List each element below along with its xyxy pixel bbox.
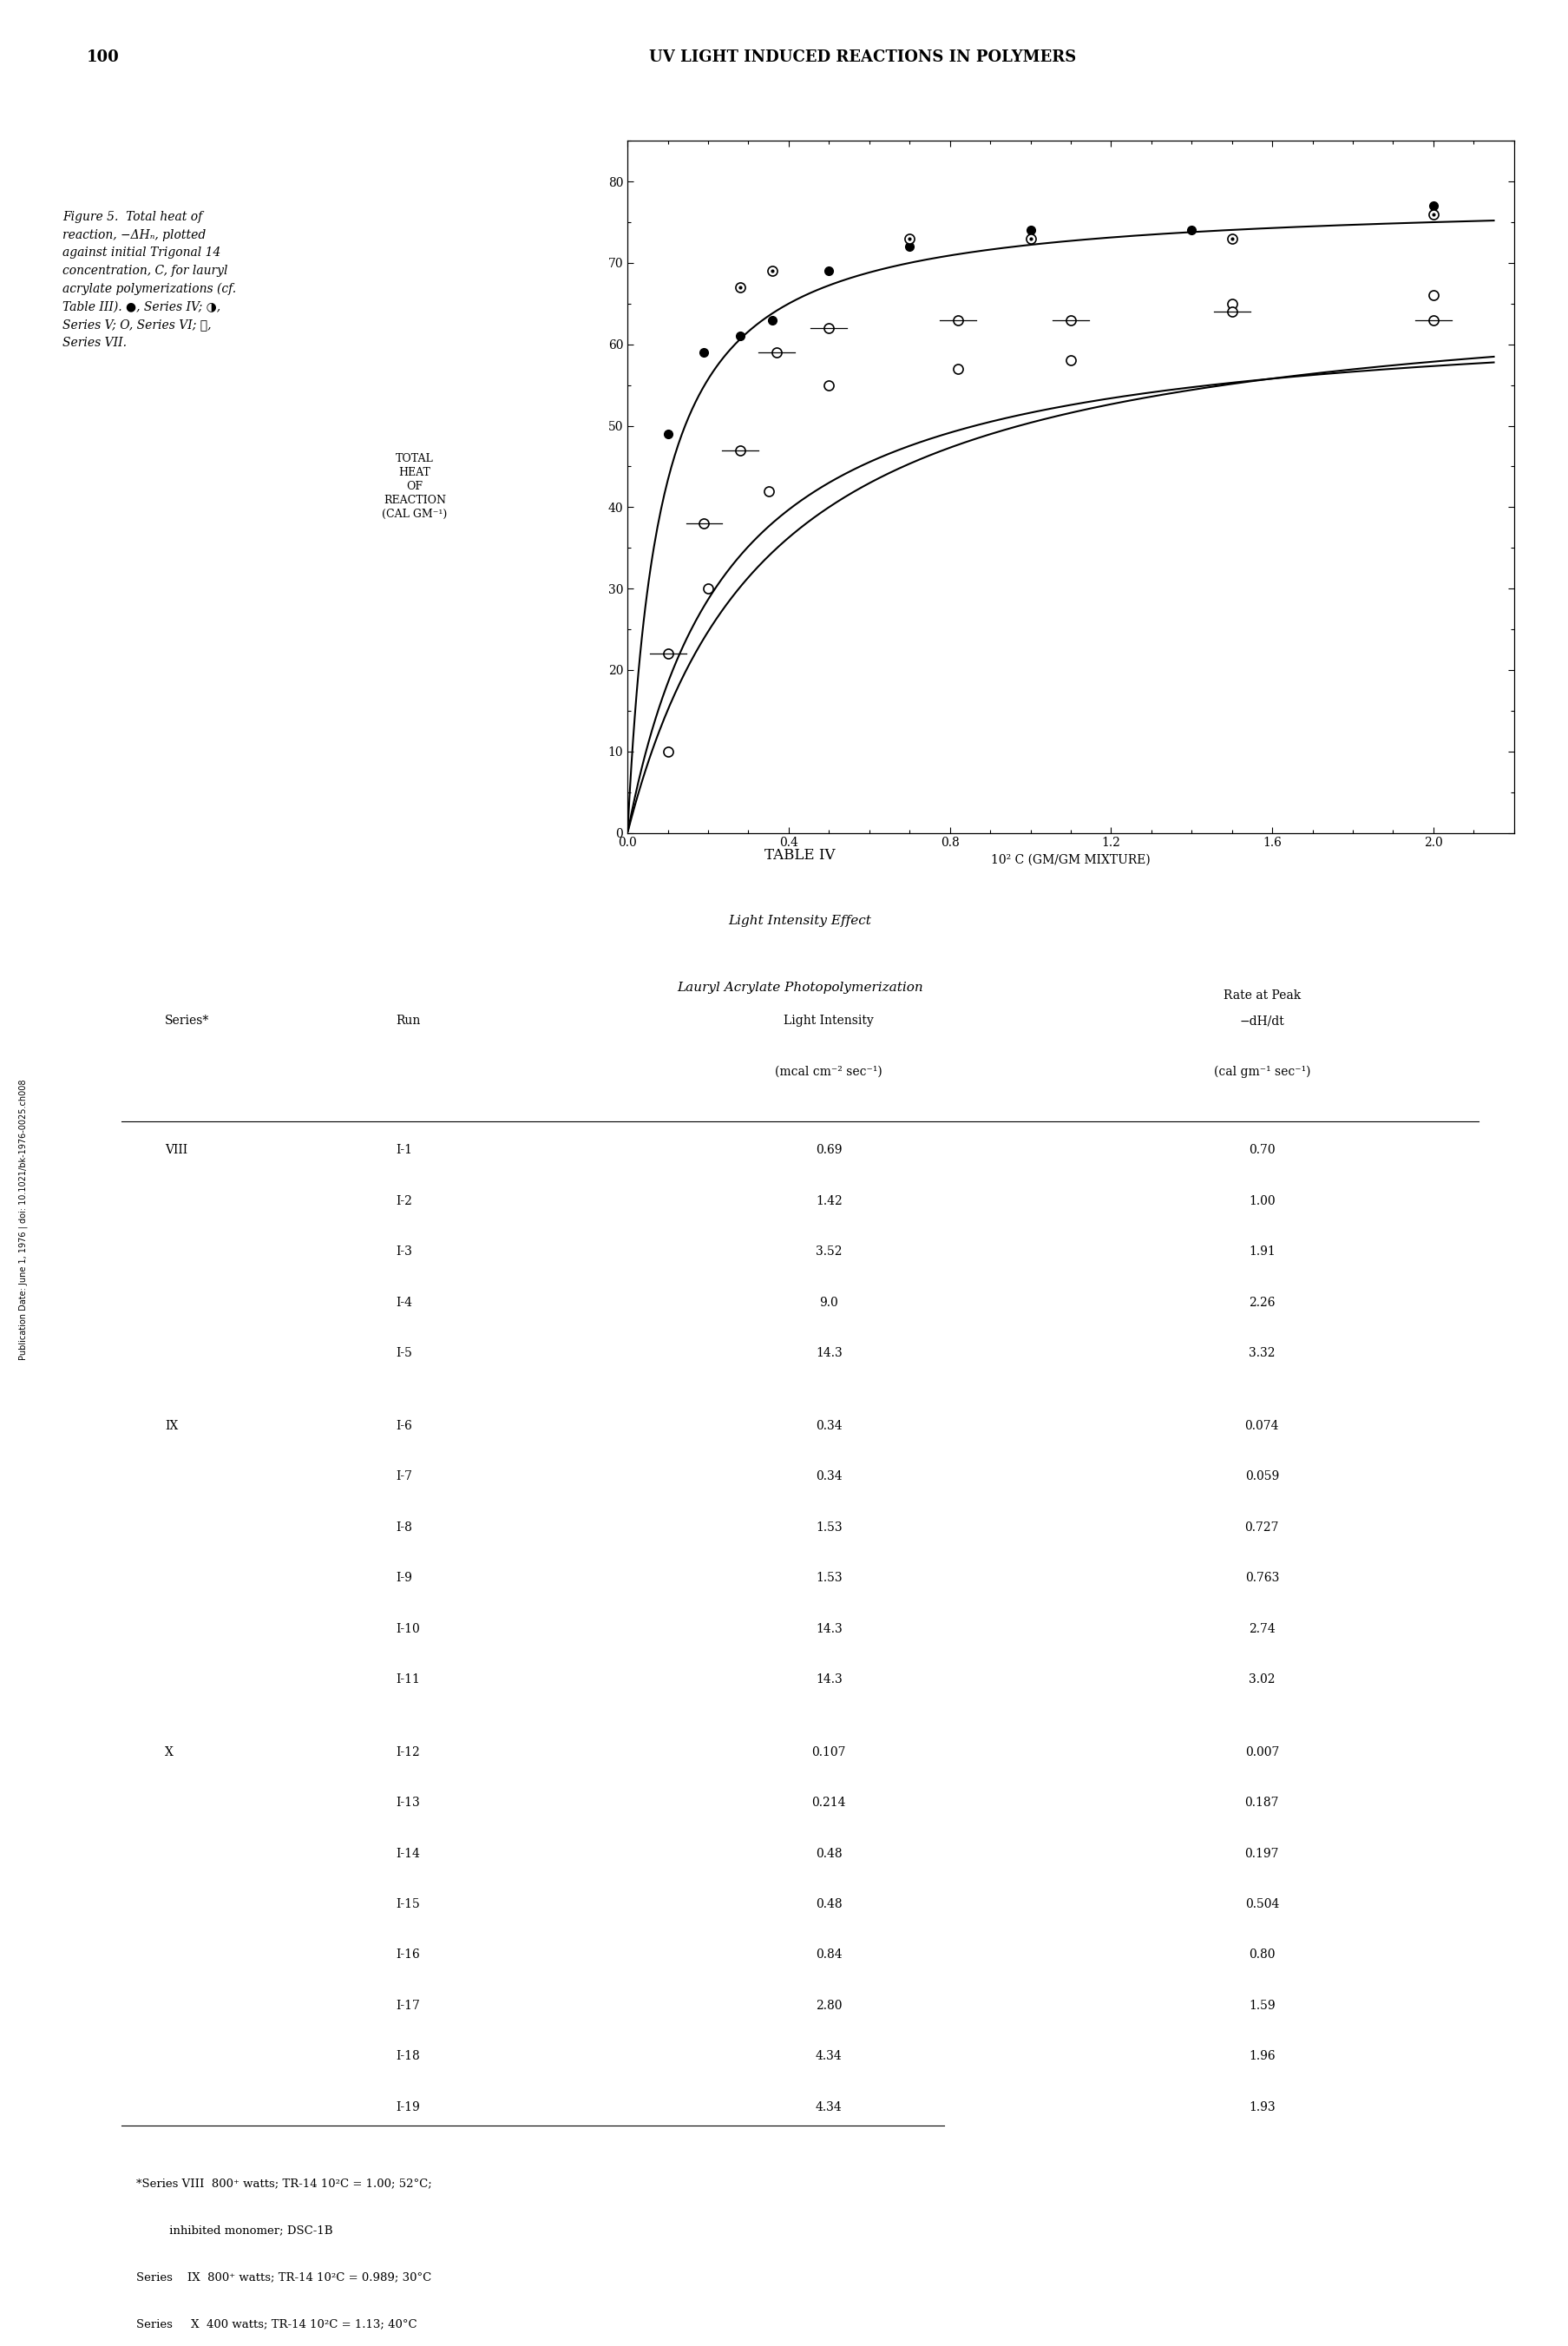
Text: I-10: I-10 bbox=[395, 1623, 420, 1635]
Text: 0.70: 0.70 bbox=[1248, 1145, 1275, 1157]
Text: I-5: I-5 bbox=[395, 1347, 412, 1358]
Text: 0.34: 0.34 bbox=[815, 1419, 842, 1431]
Text: 0.107: 0.107 bbox=[811, 1745, 845, 1757]
Text: 1.59: 1.59 bbox=[1248, 1999, 1275, 2013]
Text: VIII: VIII bbox=[165, 1145, 188, 1157]
Text: Series     X  400 watts; TR-14 10²C = 1.13; 40°C: Series X 400 watts; TR-14 10²C = 1.13; 4… bbox=[136, 2318, 417, 2330]
Text: 0.34: 0.34 bbox=[815, 1471, 842, 1483]
Text: 1.91: 1.91 bbox=[1248, 1246, 1275, 1257]
Text: Lauryl Acrylate Photopolymerization: Lauryl Acrylate Photopolymerization bbox=[677, 981, 922, 995]
Text: TOTAL
HEAT
OF
REACTION
(CAL GM⁻¹): TOTAL HEAT OF REACTION (CAL GM⁻¹) bbox=[383, 453, 447, 521]
Text: I-6: I-6 bbox=[395, 1419, 412, 1431]
Text: I-15: I-15 bbox=[395, 1898, 420, 1910]
Text: 0.007: 0.007 bbox=[1245, 1745, 1278, 1757]
Text: 0.727: 0.727 bbox=[1243, 1520, 1278, 1534]
Text: −dH/dt: −dH/dt bbox=[1239, 1016, 1284, 1028]
Text: 0.80: 0.80 bbox=[1248, 1950, 1275, 1961]
Text: I-11: I-11 bbox=[395, 1673, 420, 1684]
Text: 2.74: 2.74 bbox=[1248, 1623, 1275, 1635]
Text: I-2: I-2 bbox=[395, 1194, 412, 1208]
Text: I-18: I-18 bbox=[395, 2050, 420, 2062]
Text: I-16: I-16 bbox=[395, 1950, 420, 1961]
Text: I-8: I-8 bbox=[395, 1520, 412, 1534]
Text: 0.48: 0.48 bbox=[815, 1846, 842, 1860]
Text: 1.53: 1.53 bbox=[815, 1572, 842, 1584]
Text: Rate at Peak: Rate at Peak bbox=[1223, 990, 1300, 1002]
Text: I-19: I-19 bbox=[395, 2102, 420, 2114]
Text: 0.214: 0.214 bbox=[811, 1797, 845, 1809]
Text: 0.197: 0.197 bbox=[1243, 1846, 1278, 1860]
Text: Publication Date: June 1, 1976 | doi: 10.1021/bk-1976-0025.ch008: Publication Date: June 1, 1976 | doi: 10… bbox=[19, 1079, 28, 1361]
Text: X: X bbox=[165, 1745, 174, 1757]
Text: (mcal cm⁻² sec⁻¹): (mcal cm⁻² sec⁻¹) bbox=[775, 1065, 883, 1077]
Text: 2.80: 2.80 bbox=[815, 1999, 842, 2013]
Text: Series*: Series* bbox=[165, 1016, 210, 1028]
Text: inhibited monomer; DSC-1B: inhibited monomer; DSC-1B bbox=[136, 2224, 332, 2236]
Text: Series    IX  800⁺ watts; TR-14 10²C = 0.989; 30°C: Series IX 800⁺ watts; TR-14 10²C = 0.989… bbox=[136, 2271, 431, 2283]
Text: 0.84: 0.84 bbox=[815, 1950, 842, 1961]
Text: IX: IX bbox=[165, 1419, 179, 1431]
Text: 0.48: 0.48 bbox=[815, 1898, 842, 1910]
Text: 0.763: 0.763 bbox=[1245, 1572, 1278, 1584]
Text: 14.3: 14.3 bbox=[815, 1673, 842, 1684]
Text: 4.34: 4.34 bbox=[815, 2102, 842, 2114]
Text: 1.00: 1.00 bbox=[1248, 1194, 1275, 1208]
Text: 3.52: 3.52 bbox=[815, 1246, 842, 1257]
Text: I-7: I-7 bbox=[395, 1471, 412, 1483]
Text: 0.69: 0.69 bbox=[815, 1145, 842, 1157]
Text: I-13: I-13 bbox=[395, 1797, 420, 1809]
Text: I-3: I-3 bbox=[395, 1246, 412, 1257]
Text: 1.96: 1.96 bbox=[1248, 2050, 1275, 2062]
Text: 9.0: 9.0 bbox=[818, 1297, 837, 1309]
Text: I-14: I-14 bbox=[395, 1846, 420, 1860]
Text: I-17: I-17 bbox=[395, 1999, 420, 2013]
Text: 1.53: 1.53 bbox=[815, 1520, 842, 1534]
Text: 0.504: 0.504 bbox=[1245, 1898, 1278, 1910]
Text: I-12: I-12 bbox=[395, 1745, 420, 1757]
Text: 1.42: 1.42 bbox=[815, 1194, 842, 1208]
Text: Run: Run bbox=[395, 1016, 420, 1028]
Text: 0.187: 0.187 bbox=[1243, 1797, 1278, 1809]
Text: 14.3: 14.3 bbox=[815, 1623, 842, 1635]
Text: TABLE IV: TABLE IV bbox=[764, 849, 836, 863]
Text: 1.93: 1.93 bbox=[1248, 2102, 1275, 2114]
Text: 2.26: 2.26 bbox=[1248, 1297, 1275, 1309]
Text: I-1: I-1 bbox=[395, 1145, 412, 1157]
Text: 3.02: 3.02 bbox=[1248, 1673, 1275, 1684]
Text: 100: 100 bbox=[86, 49, 119, 66]
Text: 0.059: 0.059 bbox=[1245, 1471, 1278, 1483]
Text: 0.074: 0.074 bbox=[1243, 1419, 1278, 1431]
Text: (cal gm⁻¹ sec⁻¹): (cal gm⁻¹ sec⁻¹) bbox=[1214, 1065, 1309, 1079]
Text: 3.32: 3.32 bbox=[1248, 1347, 1275, 1358]
Text: Figure 5.  Total heat of
reaction, −ΔHₙ, plotted
against initial Trigonal 14
con: Figure 5. Total heat of reaction, −ΔHₙ, … bbox=[63, 211, 237, 350]
X-axis label: 10² C (GM/GM MIXTURE): 10² C (GM/GM MIXTURE) bbox=[991, 854, 1149, 866]
Text: UV LIGHT INDUCED REACTIONS IN POLYMERS: UV LIGHT INDUCED REACTIONS IN POLYMERS bbox=[649, 49, 1076, 66]
Text: Light Intensity: Light Intensity bbox=[784, 1016, 873, 1028]
Text: I-4: I-4 bbox=[395, 1297, 412, 1309]
Text: I-9: I-9 bbox=[395, 1572, 412, 1584]
Text: 14.3: 14.3 bbox=[815, 1347, 842, 1358]
Text: *Series VIII  800⁺ watts; TR-14 10²C = 1.00; 52°C;: *Series VIII 800⁺ watts; TR-14 10²C = 1.… bbox=[136, 2177, 431, 2189]
Text: 4.34: 4.34 bbox=[815, 2050, 842, 2062]
Text: Light Intensity Effect: Light Intensity Effect bbox=[728, 915, 872, 927]
